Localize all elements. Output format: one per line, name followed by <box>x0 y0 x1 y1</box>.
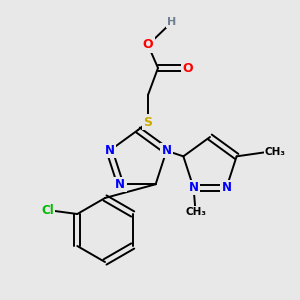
Text: CH₃: CH₃ <box>265 147 286 157</box>
Text: O: O <box>183 61 193 74</box>
Text: N: N <box>221 181 232 194</box>
Text: N: N <box>104 144 115 157</box>
Text: N: N <box>188 181 199 194</box>
Text: N: N <box>116 178 125 191</box>
Text: CH₃: CH₃ <box>185 207 206 217</box>
Text: N: N <box>161 144 172 157</box>
Text: Cl: Cl <box>41 203 54 217</box>
Text: H: H <box>167 17 177 27</box>
Text: O: O <box>143 38 153 52</box>
Text: S: S <box>143 116 152 128</box>
